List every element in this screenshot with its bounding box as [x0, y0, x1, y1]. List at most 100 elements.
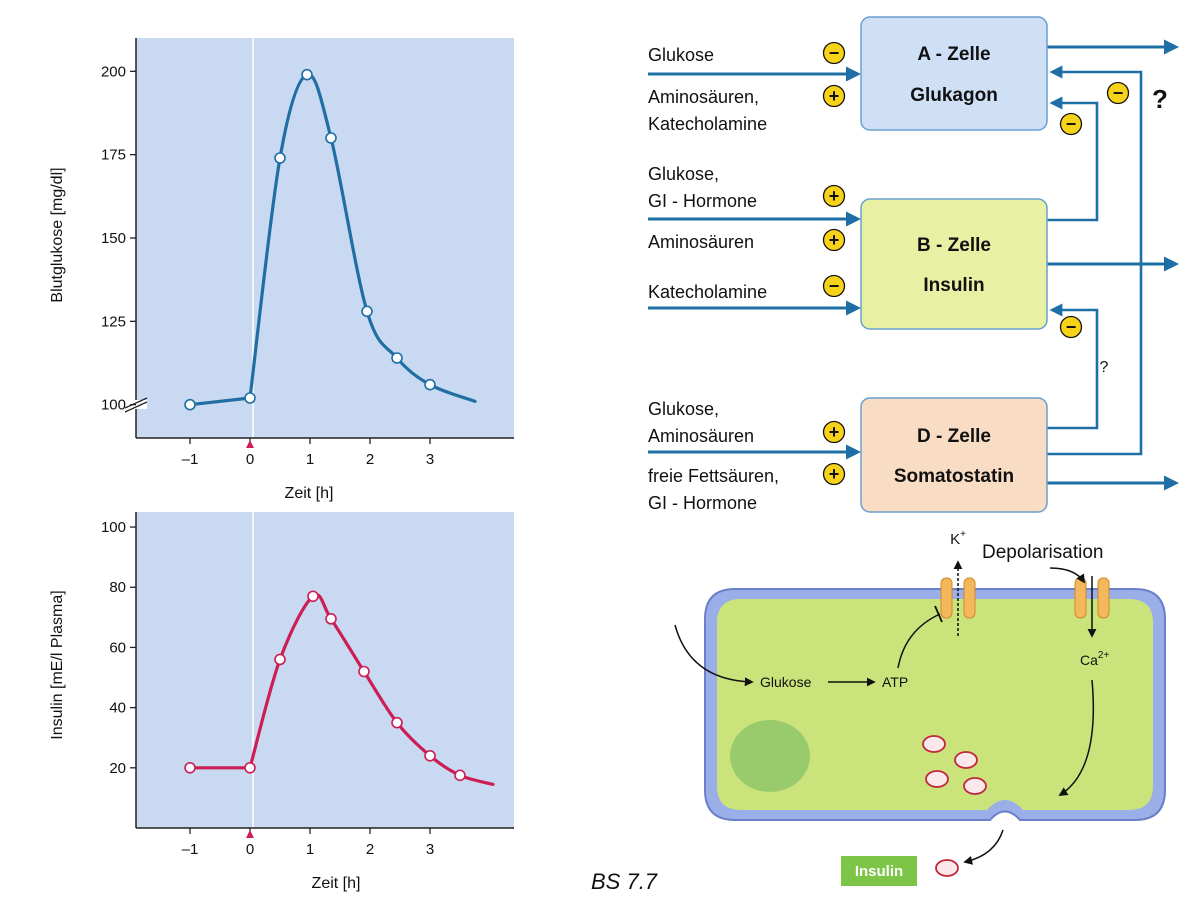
insulin-x-axis-label: Zeit [h]	[312, 875, 361, 892]
glucose-data-point	[361, 305, 373, 318]
ca-to-exocytosis-arrow	[1058, 679, 1095, 796]
secretion-arrow	[963, 829, 1004, 865]
d-cell-hormone: Somatostatin	[894, 466, 1014, 487]
svg-text:+: +	[829, 464, 840, 484]
input-label-gi-d: GI - Hormone	[648, 493, 757, 513]
glucose-data-point	[244, 392, 256, 404]
glucose-x-tick-label: 2	[366, 451, 374, 468]
input-label-aa-b: Aminosäuren	[648, 232, 754, 252]
sign-minus-icon: −	[1059, 112, 1083, 136]
sign-plus-icon: +	[822, 462, 846, 486]
insulin-y-tick-label: 20	[109, 760, 126, 777]
svg-text:−: −	[829, 276, 840, 296]
b-cell-hormone: Insulin	[923, 275, 984, 296]
insulin-data-point	[424, 749, 436, 762]
a-cell-box: A - Zelle Glukagon	[860, 16, 1048, 131]
secreted-vesicle	[935, 859, 959, 877]
glucose-data-point	[274, 152, 286, 164]
figure-caption: BS 7.7	[591, 869, 658, 894]
b-cell-box: B - Zelle Insulin	[860, 198, 1048, 330]
sign-plus-icon: +	[822, 84, 846, 108]
glucose-y-tick-label: 125	[101, 313, 126, 330]
inhibition-bar	[934, 605, 943, 623]
glucose-start-marker	[246, 440, 254, 448]
insulin-data-point	[244, 762, 256, 774]
insulin-data-point	[307, 590, 319, 603]
sign-minus-icon: −	[1059, 315, 1083, 339]
input-label-aa-d: Aminosäuren	[648, 426, 754, 446]
sign-minus-icon: −	[822, 274, 846, 298]
insulin-y-tick-label: 40	[109, 700, 126, 717]
input-signs: − + + + − + +	[822, 41, 846, 486]
glucose-x-axis-label: Zeit [h]	[285, 485, 334, 502]
svg-text:−: −	[1066, 317, 1077, 337]
insulin-x-tick-label: 3	[426, 841, 434, 858]
k-ion-label: K+	[950, 529, 966, 548]
glucose-chart: 100 125 150 175 200 –1 0 1 2 3 Zeit [h] Blutgluk…	[49, 38, 514, 502]
input-label-cat-a: Katecholamine	[648, 114, 767, 134]
insulin-y-tick-label: 100	[101, 519, 126, 536]
input-label-ffa-d: freie Fettsäuren,	[648, 466, 779, 486]
insulin-data-point	[274, 653, 286, 666]
ca-ion-label: Ca2+	[1080, 650, 1109, 668]
beta-cell-mechanism: K+ Depolarisation Glukose ATP Ca2+	[674, 529, 1166, 886]
glucose-data-point	[184, 398, 196, 411]
input-label-glucose-a: Glukose	[648, 45, 714, 65]
glucose-x-tick-label: 1	[306, 451, 314, 468]
a-cell-hormone: Glukagon	[910, 85, 998, 106]
insulin-data-point	[454, 769, 466, 782]
insulin-data-point	[184, 762, 196, 774]
insulin-vesicles	[922, 735, 987, 795]
depolarisation-label: Depolarisation	[982, 542, 1103, 563]
glucose-series-line	[188, 73, 477, 407]
insulin-plot-area	[136, 512, 514, 828]
glucose-x-tick-label: 0	[246, 451, 254, 468]
vesicle	[922, 735, 946, 753]
depolarisation-arrow	[1049, 567, 1085, 584]
glucose-plot-area	[136, 38, 514, 438]
insulin-x-tick-label: 2	[366, 841, 374, 858]
question-mark-large: ?	[1152, 84, 1168, 114]
svg-text:−: −	[1113, 83, 1124, 103]
svg-text:+: +	[829, 186, 840, 206]
d-cell-title: D - Zelle	[917, 426, 991, 447]
svg-text:+: +	[829, 230, 840, 250]
a-cell-title: A - Zelle	[917, 44, 990, 65]
input-label-glucose-d: Glukose,	[648, 399, 719, 419]
vesicle	[925, 770, 949, 788]
k-channel	[940, 560, 976, 636]
glucose-entry-arrow	[674, 624, 754, 687]
svg-text:+: +	[829, 422, 840, 442]
glucose-y-tick-label: 175	[101, 147, 126, 164]
insulin-y-tick-label: 80	[109, 579, 126, 596]
question-mark-small: ?	[1100, 359, 1109, 376]
insulin-tag	[841, 856, 917, 886]
input-arrows	[648, 66, 861, 460]
vesicle	[963, 777, 987, 795]
glucose-y-tick-label: 200	[101, 63, 126, 80]
insulin-data-point	[325, 613, 337, 625]
atp-inhibition-arc	[897, 613, 941, 669]
insulin-y-axis-label: Insulin [mE/l Plasma]	[49, 590, 66, 739]
d-cell-box: D - Zelle Somatostatin	[860, 397, 1048, 513]
feedback-paths	[1046, 65, 1143, 456]
glucose-data-point	[325, 132, 337, 144]
input-label-glucose-b: Glukose,	[648, 164, 719, 184]
svg-text:−: −	[829, 43, 840, 63]
sign-minus-icon: −	[822, 41, 846, 65]
glucose-label: Glukose	[760, 674, 812, 690]
insulin-x-tick-label: 1	[306, 841, 314, 858]
islet-regulation-diagram: A - Zelle Glukagon B - Zelle Insulin D -…	[648, 16, 1179, 513]
insulin-x-tick-label: –1	[182, 841, 199, 858]
input-label-aa-a: Aminosäuren,	[648, 87, 759, 107]
sign-plus-icon: +	[822, 228, 846, 252]
atp-label: ATP	[882, 674, 908, 690]
glucose-y-tick-label: 150	[101, 230, 126, 247]
glucose-data-point	[391, 352, 403, 364]
insulin-y-tick-label: 60	[109, 639, 126, 656]
insulin-x-tick-label: 0	[246, 841, 254, 858]
input-labels: Glukose Aminosäuren, Katecholamine Gluko…	[648, 45, 779, 513]
insulin-tag-label: Insulin	[855, 863, 903, 880]
nucleus	[730, 720, 810, 792]
glucose-x-tick-label: 3	[426, 451, 434, 468]
